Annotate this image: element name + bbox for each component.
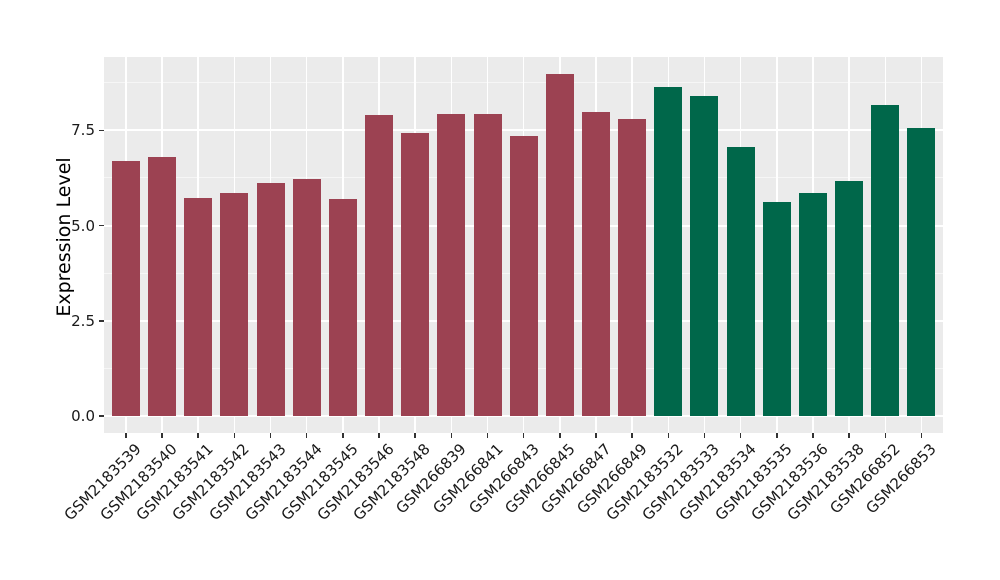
x-tick-mark — [522, 433, 525, 438]
x-tick-mark — [920, 433, 923, 438]
bar-GSM2183538 — [835, 180, 864, 416]
x-tick-mark — [739, 433, 742, 438]
y-tick-label: 7.5 — [71, 121, 95, 140]
bar-GSM266841 — [473, 113, 502, 416]
x-tick-mark — [703, 433, 706, 438]
x-tick-mark — [378, 433, 380, 438]
bar-GSM2183535 — [762, 201, 791, 416]
x-tick-mark — [450, 433, 453, 438]
y-tick-label: 0.0 — [71, 407, 95, 425]
bar-GSM2183548 — [401, 132, 430, 416]
x-tick-mark — [486, 433, 489, 438]
y-tick-label: 5.0 — [71, 216, 95, 235]
bar-GSM2183536 — [798, 193, 827, 416]
x-tick-mark — [884, 433, 886, 438]
bar-GSM2183532 — [654, 86, 683, 416]
x-tick-mark — [342, 433, 344, 438]
x-tick-mark — [848, 433, 850, 438]
x-tick-mark — [161, 433, 163, 438]
bar-GSM2183542 — [220, 192, 249, 416]
x-tick-mark — [812, 433, 814, 438]
x-tick-mark — [559, 433, 561, 438]
bar-GSM2183543 — [256, 182, 285, 416]
bar-GSM266847 — [581, 111, 610, 416]
x-tick-mark — [631, 433, 633, 438]
x-tick-mark — [595, 433, 597, 438]
x-tick-mark — [233, 433, 236, 438]
x-tick-mark — [414, 433, 416, 438]
bar-GSM266839 — [437, 113, 466, 416]
bar-GSM2183540 — [148, 156, 177, 416]
bar-GSM2183533 — [690, 95, 719, 416]
bar-GSM2183541 — [184, 197, 213, 416]
y-tick-mark — [99, 320, 104, 322]
x-tick-mark — [776, 433, 778, 438]
y-tick-mark — [99, 224, 104, 227]
x-tick-mark — [269, 433, 272, 438]
x-tick-mark — [125, 433, 127, 438]
bar-GSM2183545 — [328, 198, 357, 416]
plot-panel — [104, 57, 943, 433]
y-tick-mark — [99, 129, 104, 131]
bar-GSM2183544 — [292, 179, 321, 416]
bar-GSM2183546 — [365, 115, 394, 416]
bar-GSM266852 — [871, 105, 900, 416]
bar-GSM266849 — [618, 118, 647, 416]
y-tick-mark — [99, 415, 104, 417]
bar-GSM2183539 — [111, 160, 140, 416]
x-tick-mark — [305, 433, 308, 438]
x-tick-mark — [667, 433, 670, 438]
bar-GSM2183534 — [726, 146, 755, 416]
x-tick-mark — [197, 433, 199, 438]
bar-GSM266843 — [509, 135, 538, 416]
y-tick-label: 2.5 — [71, 311, 95, 330]
bar-GSM266853 — [907, 127, 936, 416]
bar-GSM266845 — [545, 73, 574, 416]
